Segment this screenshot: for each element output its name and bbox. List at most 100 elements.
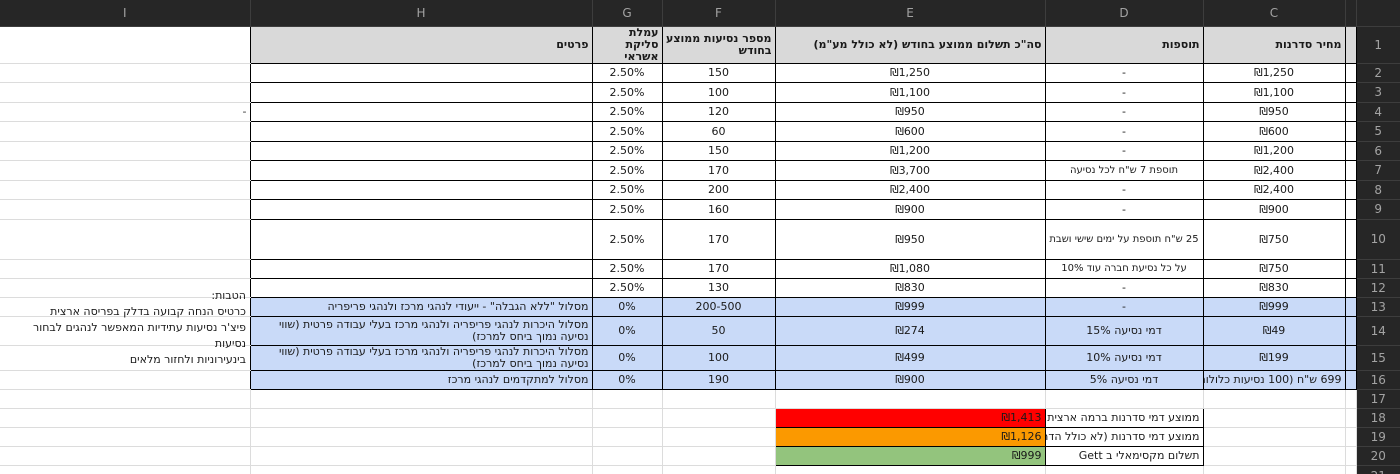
- cell-B13[interactable]: [1344, 296, 1357, 317]
- cell-F5[interactable]: 60: [661, 121, 776, 142]
- cell-G10[interactable]: 2.50%: [591, 218, 663, 260]
- cell-C20[interactable]: [1203, 446, 1346, 466]
- cell-F3[interactable]: 100: [661, 82, 776, 103]
- cell-F4[interactable]: 120: [661, 101, 776, 122]
- cell-F17[interactable]: [662, 389, 776, 409]
- cell-B19[interactable]: [1345, 427, 1357, 447]
- cell-C8[interactable]: ₪2,400: [1202, 179, 1346, 200]
- cell-B9[interactable]: [1344, 199, 1357, 220]
- cell-C12[interactable]: ₪830: [1202, 277, 1346, 298]
- cell-D3[interactable]: -: [1044, 82, 1204, 103]
- cell-F6[interactable]: 150: [661, 140, 776, 161]
- cell-H3[interactable]: [249, 82, 593, 103]
- cell-C15[interactable]: ₪199: [1202, 344, 1346, 371]
- cell-D2[interactable]: -: [1044, 62, 1204, 83]
- cell-D15[interactable]: דמי נסיעה 10%: [1044, 344, 1204, 371]
- cell-G17[interactable]: [592, 389, 663, 409]
- cell-I18[interactable]: [0, 408, 251, 428]
- cell-B5[interactable]: [1344, 121, 1357, 142]
- cell-I21[interactable]: [0, 465, 251, 474]
- cell-E20[interactable]: ₪999: [774, 445, 1046, 466]
- cell-D17[interactable]: [1045, 389, 1204, 409]
- cell-H19[interactable]: [250, 427, 593, 447]
- cell-D1[interactable]: תוספות: [1044, 25, 1204, 64]
- cell-C1[interactable]: מחיר סדרנות: [1202, 25, 1346, 64]
- cell-G20[interactable]: [592, 446, 663, 466]
- cell-G11[interactable]: 2.50%: [591, 258, 663, 279]
- cell-D5[interactable]: -: [1044, 121, 1204, 142]
- cell-C11[interactable]: ₪750: [1202, 258, 1346, 279]
- cell-I8[interactable]: [0, 180, 250, 200]
- cell-B1[interactable]: [1344, 25, 1357, 64]
- cell-H5[interactable]: [249, 121, 593, 142]
- cell-G4[interactable]: 2.50%: [591, 101, 663, 122]
- cell-H15[interactable]: מסלול היכרות לנהגי פריפריה ולנהגי מרכז ב…: [249, 344, 593, 371]
- row-header-9[interactable]: 9: [1356, 199, 1400, 220]
- cell-E15[interactable]: ₪499: [774, 344, 1046, 371]
- cell-D14[interactable]: דמי נסיעה 15%: [1044, 315, 1204, 346]
- cell-G5[interactable]: 2.50%: [591, 121, 663, 142]
- row-header-15[interactable]: 15: [1356, 345, 1400, 371]
- cell-H1[interactable]: פרטים: [249, 25, 593, 64]
- cell-I12[interactable]: [0, 278, 250, 298]
- cell-F2[interactable]: 150: [661, 62, 776, 83]
- row-header-8[interactable]: 8: [1356, 180, 1400, 200]
- cell-B17[interactable]: [1345, 389, 1357, 409]
- cell-C17[interactable]: [1203, 389, 1346, 409]
- cell-E12[interactable]: ₪830: [774, 277, 1046, 298]
- row-header-12[interactable]: 12: [1356, 278, 1400, 298]
- cell-C16[interactable]: 699 ש"ח (100 נסיעות כלולות): [1202, 369, 1346, 390]
- cell-B16[interactable]: [1344, 369, 1357, 390]
- cell-H2[interactable]: [249, 62, 593, 83]
- row-header-2[interactable]: 2: [1356, 63, 1400, 83]
- cell-H17[interactable]: [250, 389, 593, 409]
- cell-I16[interactable]: [0, 370, 250, 390]
- column-header[interactable]: [1356, 0, 1400, 27]
- cell-F21[interactable]: [662, 465, 776, 474]
- cell-E17[interactable]: [775, 389, 1046, 409]
- cell-H13[interactable]: מסלול "ללא הגבלה" - ייעודי לנהגי מרכז ול…: [249, 296, 593, 317]
- cell-G2[interactable]: 2.50%: [591, 62, 663, 83]
- row-header-20[interactable]: 20: [1356, 446, 1400, 466]
- cell-I15[interactable]: [0, 345, 250, 371]
- cell-E6[interactable]: ₪1,200: [774, 140, 1046, 161]
- cell-G18[interactable]: [592, 408, 663, 428]
- cell-B4[interactable]: [1344, 101, 1357, 122]
- cell-E21[interactable]: [775, 465, 1046, 474]
- cell-H9[interactable]: [249, 199, 593, 220]
- cell-F14[interactable]: 50: [661, 315, 776, 346]
- cell-E2[interactable]: ₪1,250: [774, 62, 1046, 83]
- cell-B3[interactable]: [1344, 82, 1357, 103]
- cell-E19[interactable]: ₪1,126: [774, 426, 1046, 447]
- cell-F20[interactable]: [662, 446, 776, 466]
- cell-F10[interactable]: 170: [661, 218, 776, 260]
- cell-I4[interactable]: -: [0, 102, 250, 122]
- cell-B10[interactable]: [1344, 218, 1357, 260]
- cell-G13[interactable]: 0%: [591, 296, 663, 317]
- cell-E13[interactable]: ₪999: [774, 296, 1046, 317]
- cell-I6[interactable]: [0, 141, 250, 161]
- cell-C3[interactable]: ₪1,100: [1202, 82, 1346, 103]
- cell-B15[interactable]: [1344, 344, 1357, 371]
- cell-G12[interactable]: 2.50%: [591, 277, 663, 298]
- cell-B18[interactable]: [1345, 408, 1357, 428]
- cell-C13[interactable]: ₪999: [1202, 296, 1346, 317]
- cell-E3[interactable]: ₪1,100: [774, 82, 1046, 103]
- cell-G8[interactable]: 2.50%: [591, 179, 663, 200]
- cell-B14[interactable]: [1344, 315, 1357, 346]
- cell-F18[interactable]: [662, 408, 776, 428]
- cell-G16[interactable]: 0%: [591, 369, 663, 390]
- row-header-18[interactable]: 18: [1356, 408, 1400, 428]
- cell-I10[interactable]: [0, 219, 250, 260]
- cell-E11[interactable]: ₪1,080: [774, 258, 1046, 279]
- cell-I13[interactable]: [0, 297, 250, 317]
- cell-E4[interactable]: ₪950: [774, 101, 1046, 122]
- cell-I7[interactable]: [0, 160, 250, 181]
- row-header-10[interactable]: 10: [1356, 219, 1400, 260]
- cell-I11[interactable]: [0, 259, 250, 279]
- cell-C5[interactable]: ₪600: [1202, 121, 1346, 142]
- cell-I1[interactable]: [0, 26, 250, 64]
- cell-H8[interactable]: [249, 179, 593, 200]
- cell-D6[interactable]: -: [1044, 140, 1204, 161]
- cell-C19[interactable]: [1203, 427, 1346, 447]
